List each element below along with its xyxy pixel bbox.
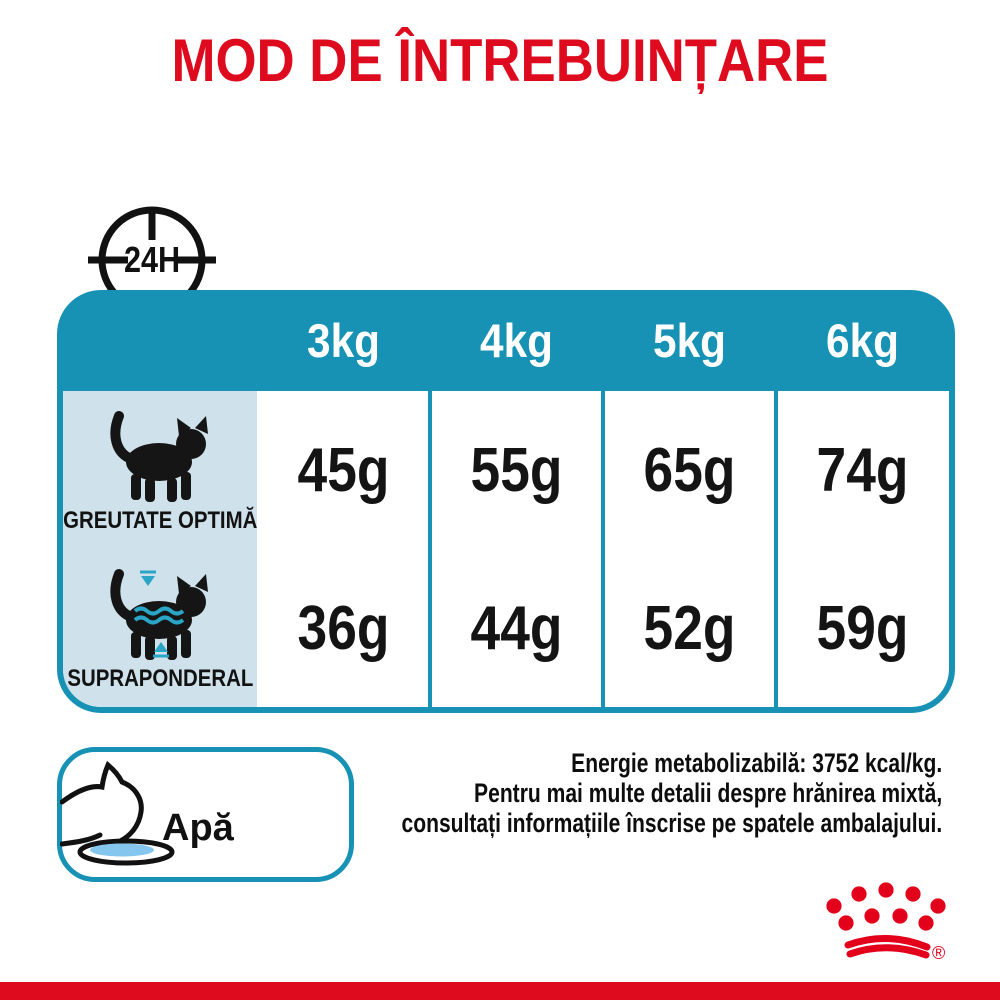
col-header-4kg: 4kg bbox=[480, 314, 553, 367]
registered-mark: ® bbox=[932, 943, 945, 963]
cat-overweight-icon bbox=[110, 568, 208, 660]
info-line-packaging: consultați informațiile înscrise pe spat… bbox=[401, 808, 942, 838]
cat-drinking-icon bbox=[60, 760, 175, 866]
row-label-overweight: SUPRAPONDERAL bbox=[67, 664, 253, 692]
value-cell: 74g bbox=[816, 435, 909, 505]
value-cell: 52g bbox=[643, 593, 736, 663]
row-label-column: GREUTATE OPTIMĂ bbox=[63, 391, 257, 707]
column-3kg: 45g 36g bbox=[257, 391, 430, 707]
info-line-energy: Energie metabolizabilă: 3752 kcal/kg. bbox=[570, 748, 942, 778]
column-5kg: 65g 52g bbox=[601, 391, 776, 707]
royal-canin-crown-logo: ® bbox=[826, 882, 946, 963]
col-header-3kg: 3kg bbox=[307, 314, 380, 367]
value-cell: 36g bbox=[297, 593, 390, 663]
feeding-table: 3kg 4kg 5kg 6kg bbox=[57, 290, 955, 713]
cat-optimal-weight-icon bbox=[110, 410, 208, 502]
water-box: Apă bbox=[57, 747, 354, 882]
col-header-6kg: 6kg bbox=[826, 314, 899, 367]
value-cell: 59g bbox=[816, 593, 909, 663]
bottom-red-bar bbox=[0, 982, 1000, 1000]
clock-24h-label: 24H bbox=[124, 241, 180, 281]
column-4kg: 55g 44g bbox=[428, 391, 603, 707]
column-6kg: 74g 59g bbox=[774, 391, 949, 707]
row-overweight: SUPRAPONDERAL bbox=[63, 549, 257, 707]
row-label-optimal: GREUTATE OPTIMĂ bbox=[63, 506, 258, 534]
value-cell: 44g bbox=[470, 593, 563, 663]
col-header-5kg: 5kg bbox=[653, 314, 726, 367]
feeding-table-header: 3kg 4kg 5kg 6kg bbox=[57, 290, 955, 391]
value-cell: 65g bbox=[643, 435, 736, 505]
feeding-table-body: GREUTATE OPTIMĂ bbox=[63, 391, 949, 707]
value-cell: 55g bbox=[470, 435, 563, 505]
measure-marks bbox=[133, 570, 185, 657]
clock-24h-icon: 24H bbox=[88, 206, 216, 290]
info-line-details: Pentru mai multe detalii despre hrănirea… bbox=[473, 778, 942, 808]
row-optimal-weight: GREUTATE OPTIMĂ bbox=[63, 391, 257, 549]
water-label: Apă bbox=[162, 807, 234, 849]
page-title: MOD DE ÎNTREBUINȚARE bbox=[171, 27, 829, 94]
water-fill bbox=[90, 843, 154, 857]
info-text: Energie metabolizabilă: 3752 kcal/kg. Pe… bbox=[249, 748, 942, 838]
value-cell: 45g bbox=[297, 435, 390, 505]
